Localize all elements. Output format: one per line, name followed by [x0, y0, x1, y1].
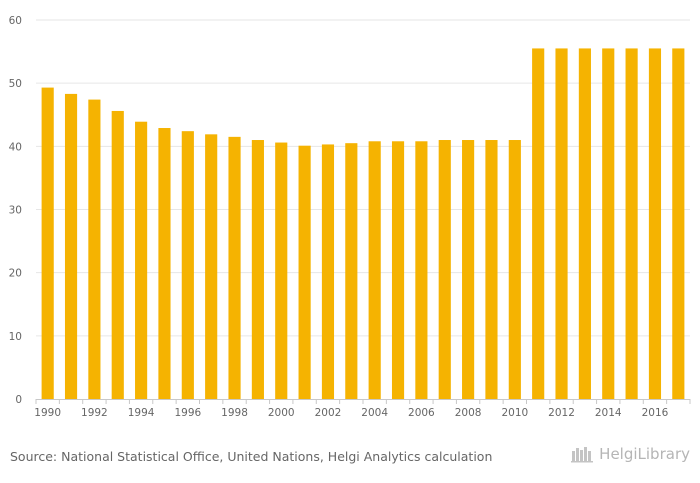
y-tick-label: 10	[9, 331, 22, 343]
bar-1996	[181, 131, 194, 399]
x-tick-label: 1990	[34, 407, 61, 419]
x-tick-label: 2008	[455, 407, 482, 419]
y-tick-label: 0	[15, 394, 22, 406]
bar-1997	[205, 134, 218, 399]
y-tick-label: 30	[9, 205, 22, 217]
bar-2004	[368, 141, 381, 399]
x-tick-label: 2004	[361, 407, 388, 419]
bar-1990	[41, 87, 54, 400]
bar-1994	[135, 121, 148, 399]
bar-2003	[345, 143, 358, 399]
x-tick-label: 1996	[174, 407, 201, 419]
bar-2000	[275, 142, 288, 399]
bar-1999	[251, 140, 264, 399]
bar-2008	[462, 140, 475, 399]
bar-2007	[438, 140, 451, 399]
x-tick-label: 2016	[642, 407, 669, 419]
bar-2001	[298, 145, 311, 399]
library-icon	[571, 447, 594, 463]
bar-2016	[648, 48, 662, 400]
bar-1995	[158, 128, 171, 399]
bar-2006	[415, 141, 428, 399]
x-tick-label: 2002	[315, 407, 342, 419]
bars	[41, 48, 685, 400]
brand-name: HelgiLibrary	[599, 445, 690, 463]
bar-2010	[508, 140, 521, 399]
bar-2012	[555, 48, 568, 400]
bar-2009	[485, 140, 498, 399]
bar-2002	[321, 144, 335, 399]
y-tick-label: 60	[9, 15, 22, 27]
y-tick-label: 40	[9, 141, 22, 153]
bar-1998	[228, 136, 241, 399]
bar-1993	[111, 110, 124, 400]
y-axis: 0 10 20 30 40 50 60	[9, 15, 22, 406]
bar-1991	[64, 93, 78, 399]
grid-lines	[36, 19, 690, 337]
bar-2015	[625, 48, 638, 400]
bar-2013	[578, 48, 591, 400]
bar-2017	[672, 48, 685, 400]
x-tick-label: 2000	[268, 407, 295, 419]
bar-2011	[532, 48, 545, 400]
y-tick-label: 50	[9, 78, 22, 90]
bar-2005	[391, 141, 405, 399]
x-tick-label: 1994	[128, 407, 155, 419]
bar-1992	[88, 99, 101, 399]
brand-logo: HelgiLibrary	[571, 445, 690, 463]
x-tick-label: 2012	[548, 407, 575, 419]
x-tick-label: 2010	[501, 407, 528, 419]
x-axis-labels: 1990 1992 1994 1996 1998 2000 2002 2004 2006 2008…	[34, 407, 668, 419]
bar-2014	[602, 48, 615, 400]
x-tick-label: 1992	[81, 407, 108, 419]
x-tick-label: 2006	[408, 407, 435, 419]
x-tick-label: 1998	[221, 407, 248, 419]
source-note: Source: National Statistical Office, Uni…	[10, 449, 493, 464]
x-axis	[35, 399, 691, 404]
x-tick-label: 2014	[595, 407, 622, 419]
y-tick-label: 20	[9, 268, 22, 280]
bar-chart: 0 10 20 30 40 50 60 1990 1992 1994 1996 1998 2000 20…	[9, 15, 691, 419]
